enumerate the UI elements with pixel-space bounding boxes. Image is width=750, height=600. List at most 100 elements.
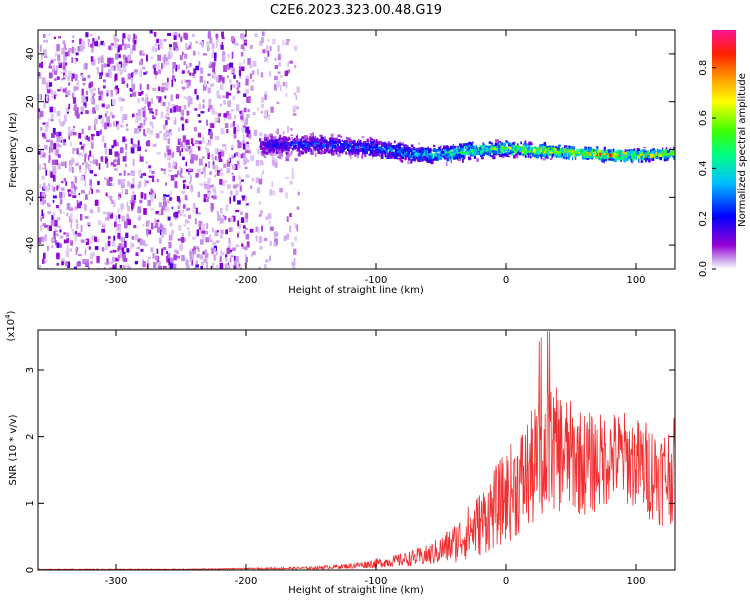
heatmap-cell — [205, 237, 209, 243]
heatmap-cell — [115, 215, 118, 221]
heatmap-cell — [143, 243, 148, 247]
heatmap-cell — [542, 154, 547, 157]
heatmap-cell — [61, 191, 65, 198]
heatmap-cell — [186, 47, 190, 50]
heatmap-cell — [58, 62, 62, 68]
heatmap-cell — [376, 141, 380, 145]
heatmap-cell — [90, 43, 94, 48]
heatmap-cell — [49, 62, 51, 69]
heatmap-cell — [41, 192, 46, 199]
heatmap-cell — [165, 120, 168, 126]
heatmap-cell — [121, 77, 125, 84]
heatmap-cell — [238, 62, 242, 66]
heatmap-cell — [207, 44, 210, 52]
heatmap-cell — [497, 143, 500, 146]
heatmap-cell — [521, 146, 525, 149]
heatmap-cell — [115, 89, 118, 95]
heatmap-cell — [512, 150, 514, 153]
heatmap-cell — [249, 73, 253, 79]
heatmap-cell — [490, 142, 492, 146]
heatmap-cell — [172, 75, 175, 80]
heatmap-cell — [142, 53, 145, 56]
heatmap-cell — [185, 259, 189, 267]
heatmap-cell — [52, 195, 57, 199]
heatmap-cell — [174, 78, 176, 82]
heatmap-cell — [259, 210, 263, 214]
heatmap-cell — [531, 142, 533, 146]
heatmap-cell — [352, 150, 354, 155]
heatmap-cell — [589, 147, 592, 150]
heatmap-cell — [359, 139, 362, 142]
heatmap-cell — [524, 149, 528, 153]
heatmap-cell — [156, 219, 160, 222]
heatmap-cell — [228, 249, 233, 253]
heatmap-cell — [106, 63, 110, 67]
heatmap-cell — [349, 149, 353, 153]
x-tick-label: -300 — [105, 576, 128, 587]
heatmap-cell — [576, 149, 578, 153]
heatmap-cell — [237, 220, 239, 227]
heatmap-cell — [90, 56, 94, 62]
heatmap-cell — [175, 46, 179, 52]
heatmap-cell — [206, 148, 210, 154]
heatmap-cell — [55, 230, 58, 233]
heatmap-cell — [155, 109, 158, 116]
heatmap-cell — [239, 90, 241, 93]
heatmap-cell — [100, 40, 104, 46]
heatmap-cell — [173, 212, 177, 217]
heatmap-cell — [180, 116, 184, 121]
heatmap-cell — [585, 154, 589, 158]
heatmap-cell — [371, 144, 373, 147]
heatmap-cell — [499, 154, 502, 157]
heatmap-cell — [80, 152, 84, 157]
heatmap-cell — [199, 41, 203, 45]
heatmap-cell — [50, 58, 54, 62]
heatmap-cell — [287, 142, 290, 146]
heatmap-cell — [227, 53, 230, 58]
heatmap-cell — [295, 106, 299, 110]
heatmap-cell — [96, 68, 99, 75]
heatmap-cell — [245, 75, 249, 82]
heatmap-cell — [264, 264, 267, 269]
heatmap-cell — [203, 166, 206, 174]
heatmap-cell — [218, 151, 222, 159]
heatmap-cell — [226, 159, 231, 167]
heatmap-cell — [76, 223, 79, 229]
heatmap-cell — [412, 149, 416, 153]
heatmap-cell — [117, 124, 120, 130]
heatmap-cell — [381, 148, 385, 151]
heatmap-cell — [94, 174, 97, 177]
heatmap-cell — [361, 148, 364, 152]
heatmap-cell — [610, 157, 614, 161]
heatmap-cell — [127, 219, 131, 225]
heatmap-cell — [51, 237, 53, 244]
heatmap-cell — [291, 173, 295, 180]
heatmap-cell — [224, 123, 229, 128]
heatmap-cell — [156, 178, 159, 183]
heatmap-cell — [88, 246, 91, 250]
heatmap-cell — [549, 158, 553, 160]
heatmap-cell — [49, 144, 53, 152]
heatmap-cell — [474, 148, 477, 151]
heatmap-cell — [232, 175, 236, 182]
heatmap-cell — [250, 85, 254, 91]
heatmap-cell — [55, 93, 58, 97]
heatmap-cell — [112, 115, 115, 119]
heatmap-cell — [245, 149, 249, 154]
heatmap-cell — [120, 203, 124, 210]
heatmap-cell — [188, 168, 192, 172]
heatmap-cell — [566, 150, 569, 153]
heatmap-cell — [164, 95, 167, 99]
heatmap-cell — [425, 150, 427, 155]
heatmap-cell — [166, 267, 169, 269]
heatmap-cell — [75, 230, 78, 235]
heatmap-cell — [506, 151, 510, 155]
heatmap-cell — [274, 232, 279, 237]
heatmap-cell — [514, 153, 519, 156]
heatmap-cell — [219, 256, 222, 262]
heatmap-cell — [475, 145, 477, 149]
heatmap-cell — [255, 160, 260, 166]
heatmap-cell — [263, 237, 268, 242]
heatmap-cell — [198, 61, 201, 66]
heatmap-cell — [448, 152, 453, 156]
